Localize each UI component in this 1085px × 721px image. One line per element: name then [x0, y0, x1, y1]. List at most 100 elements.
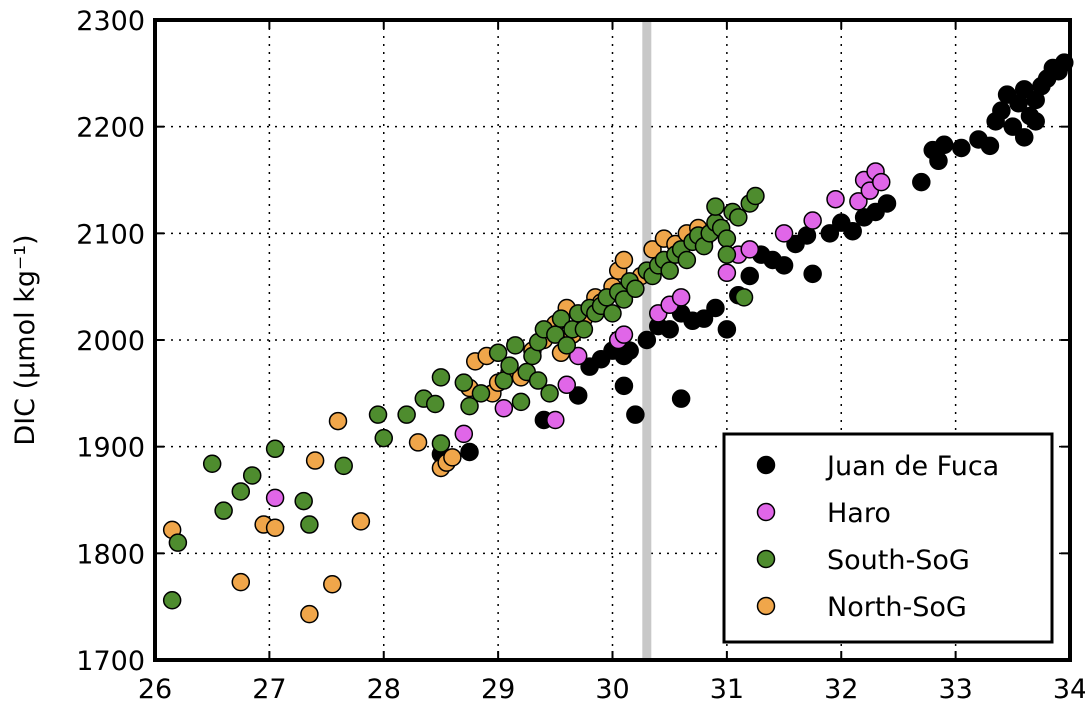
- point-juan-de-fuca: [717, 320, 737, 339]
- point-south-sog: [454, 373, 474, 392]
- y-axis-label: DIC (µmol kg⁻¹): [10, 234, 41, 445]
- point-south-sog: [546, 325, 565, 344]
- point-south-sog: [551, 309, 571, 328]
- point-north-sog: [614, 250, 634, 270]
- point-north-sog: [265, 518, 285, 537]
- point-south-sog: [300, 515, 319, 534]
- point-juan-de-fuca: [626, 405, 645, 424]
- point-haro: [717, 263, 737, 283]
- point-juan-de-fuca: [614, 376, 634, 396]
- point-juan-de-fuca: [774, 256, 794, 275]
- point-juan-de-fuca: [460, 442, 479, 462]
- point-south-sog: [334, 456, 353, 476]
- point-south-sog: [729, 208, 748, 227]
- point-north-sog: [300, 604, 319, 624]
- point-south-sog: [368, 405, 388, 424]
- x-tick-label: 32: [824, 674, 858, 705]
- point-south-sog: [397, 405, 416, 424]
- point-layer: [162, 53, 1074, 624]
- x-tick-label: 31: [710, 674, 744, 705]
- point-haro: [546, 410, 565, 430]
- x-tick-label: 27: [252, 674, 286, 705]
- point-juan-de-fuca: [803, 264, 822, 284]
- y-tick-label: 2200: [76, 113, 145, 144]
- point-juan-de-fuca: [980, 136, 1000, 156]
- point-juan-de-fuca: [1026, 112, 1045, 131]
- x-tick-label: 28: [367, 674, 401, 705]
- point-juan-de-fuca: [929, 151, 948, 171]
- point-south-sog: [294, 491, 313, 511]
- point-haro: [803, 211, 822, 230]
- x-tick-label: 30: [595, 674, 629, 705]
- point-haro: [872, 172, 891, 192]
- point-juan-de-fuca: [1015, 80, 1034, 99]
- point-juan-de-fuca: [694, 309, 714, 328]
- point-north-sog: [351, 512, 371, 531]
- legend-marker-south-sog: [756, 549, 776, 569]
- point-south-sog: [626, 279, 645, 299]
- point-juan-de-fuca: [637, 330, 657, 350]
- point-south-sog: [511, 392, 531, 412]
- point-south-sog: [460, 396, 479, 416]
- point-south-sog: [488, 343, 508, 363]
- point-south-sog: [425, 394, 445, 414]
- point-juan-de-fuca: [740, 266, 759, 286]
- point-juan-de-fuca: [820, 224, 840, 243]
- point-south-sog: [746, 186, 765, 206]
- point-south-sog: [431, 434, 451, 453]
- y-tick-label: 2100: [76, 219, 145, 250]
- point-north-sog: [408, 433, 428, 452]
- legend-label-juan-de-fuca: Juan de Fuca: [825, 451, 999, 482]
- point-south-sog: [242, 466, 262, 485]
- point-south-sog: [540, 384, 559, 403]
- point-south-sog: [677, 250, 697, 270]
- point-south-sog: [603, 304, 622, 323]
- point-south-sog: [202, 454, 222, 473]
- y-tick-label: 2300: [76, 6, 145, 37]
- x-tick-label: 34: [1053, 674, 1085, 705]
- point-juan-de-fuca: [1015, 128, 1034, 147]
- legend-marker-north-sog: [756, 596, 776, 616]
- point-juan-de-fuca: [912, 172, 931, 192]
- point-juan-de-fuca: [568, 386, 588, 405]
- point-haro: [740, 240, 759, 259]
- point-haro: [494, 399, 514, 418]
- point-north-sog: [231, 572, 251, 592]
- point-haro: [557, 375, 576, 395]
- point-south-sog: [374, 428, 393, 448]
- point-south-sog: [614, 290, 634, 309]
- point-haro: [849, 192, 868, 211]
- legend-box: [722, 432, 1054, 644]
- point-juan-de-fuca: [934, 135, 954, 155]
- x-tick-label: 26: [138, 674, 172, 705]
- point-south-sog: [506, 336, 525, 355]
- point-juan-de-fuca: [620, 341, 639, 360]
- point-south-sog: [162, 591, 182, 610]
- point-south-sog: [706, 197, 725, 216]
- point-haro: [454, 424, 474, 444]
- y-tick-label: 1700: [76, 646, 145, 677]
- point-haro: [265, 488, 285, 508]
- point-south-sog: [734, 288, 754, 307]
- point-north-sog: [323, 575, 342, 594]
- point-juan-de-fuca: [1003, 117, 1023, 136]
- point-juan-de-fuca: [706, 298, 725, 318]
- point-south-sog: [528, 371, 548, 390]
- point-juan-de-fuca: [952, 138, 971, 158]
- point-juan-de-fuca: [843, 221, 862, 241]
- legend-label-north-sog: North-SoG: [827, 592, 967, 623]
- point-juan-de-fuca: [877, 194, 897, 213]
- point-south-sog: [471, 384, 491, 403]
- axis-layer: 26 27 28 29 30 31 32 33 34 1700 1800 1900 2000 2100 22…: [10, 6, 1085, 705]
- point-south-sog: [574, 320, 594, 339]
- legend-label-south-sog: South-SoG: [827, 545, 970, 576]
- point-south-sog: [214, 501, 233, 520]
- point-south-sog: [431, 368, 451, 387]
- legend-marker-haro: [756, 502, 776, 522]
- y-tick-label: 1800: [76, 539, 145, 570]
- point-south-sog: [265, 439, 285, 459]
- point-north-sog: [643, 240, 662, 259]
- point-south-sog: [660, 261, 679, 280]
